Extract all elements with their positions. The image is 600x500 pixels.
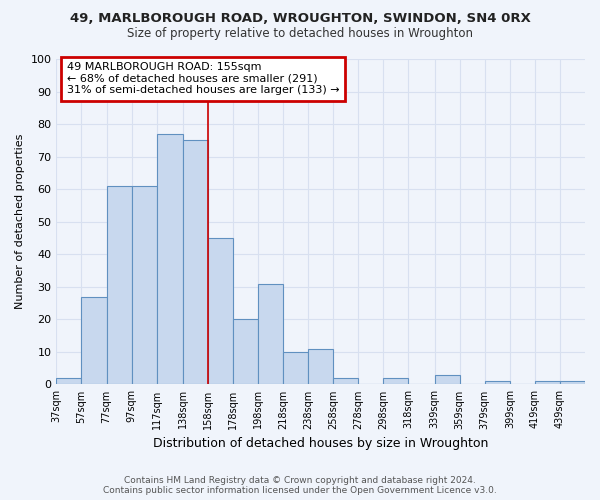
Bar	[485, 381, 510, 384]
Bar	[535, 381, 560, 384]
Bar	[233, 320, 258, 384]
Text: 49 MARLBOROUGH ROAD: 155sqm
← 68% of detached houses are smaller (291)
31% of se: 49 MARLBOROUGH ROAD: 155sqm ← 68% of det…	[67, 62, 340, 96]
Bar	[308, 348, 333, 384]
Bar	[560, 381, 585, 384]
Bar	[183, 140, 208, 384]
Bar	[258, 284, 283, 384]
Bar	[333, 378, 358, 384]
Bar	[131, 186, 157, 384]
Bar	[383, 378, 409, 384]
Text: Contains HM Land Registry data © Crown copyright and database right 2024.
Contai: Contains HM Land Registry data © Crown c…	[103, 476, 497, 495]
Bar	[283, 352, 308, 384]
Bar	[208, 238, 233, 384]
Bar	[107, 186, 131, 384]
Bar	[434, 374, 460, 384]
Bar	[82, 296, 107, 384]
Text: Size of property relative to detached houses in Wroughton: Size of property relative to detached ho…	[127, 28, 473, 40]
Bar	[56, 378, 82, 384]
X-axis label: Distribution of detached houses by size in Wroughton: Distribution of detached houses by size …	[153, 437, 488, 450]
Bar	[157, 134, 183, 384]
Text: 49, MARLBOROUGH ROAD, WROUGHTON, SWINDON, SN4 0RX: 49, MARLBOROUGH ROAD, WROUGHTON, SWINDON…	[70, 12, 530, 26]
Y-axis label: Number of detached properties: Number of detached properties	[15, 134, 25, 310]
